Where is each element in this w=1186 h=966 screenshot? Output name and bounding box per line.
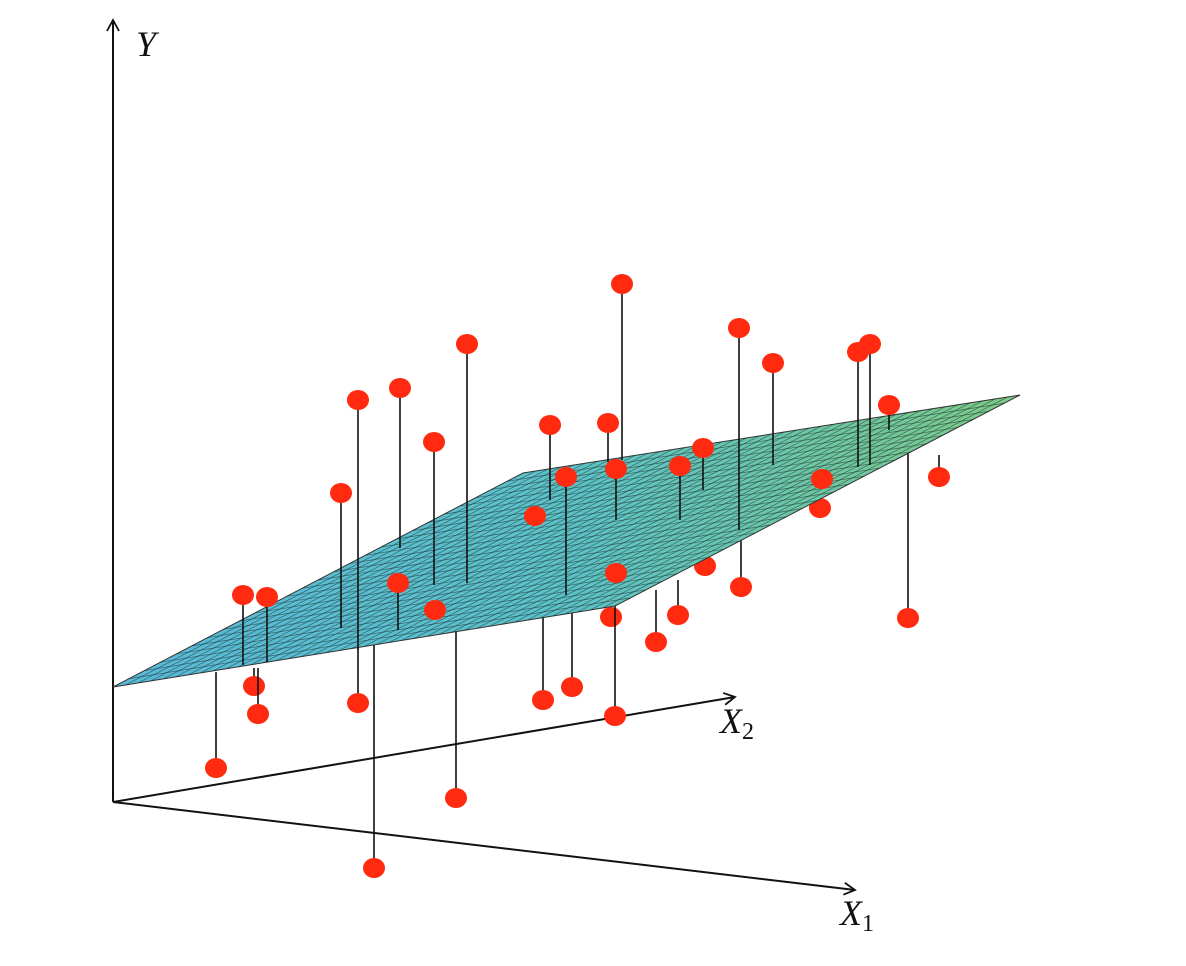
- data-point: [645, 632, 667, 652]
- mesh-line: [396, 459, 896, 540]
- data-point: [532, 690, 554, 710]
- axes: [106, 18, 857, 896]
- data-point: [555, 467, 577, 487]
- data-point: [347, 693, 369, 713]
- data-point: [247, 704, 269, 724]
- mesh-line: [475, 419, 974, 499]
- data-point: [347, 390, 369, 410]
- data-point: [878, 395, 900, 415]
- data-point: [811, 469, 833, 489]
- mesh-line: [270, 524, 771, 606]
- x2-axis: [112, 692, 737, 803]
- data-point: [728, 318, 750, 338]
- x1-letter: X: [838, 893, 864, 933]
- data-point: [604, 706, 626, 726]
- mesh-line: [128, 597, 631, 680]
- data-point: [897, 608, 919, 628]
- mesh-line: [349, 483, 849, 564]
- data-point: [561, 677, 583, 697]
- data-point: [928, 467, 950, 487]
- data-point: [256, 587, 278, 607]
- mesh-line: [365, 475, 865, 556]
- data-point: [605, 563, 627, 583]
- data-point: [692, 438, 714, 458]
- data-point: [205, 758, 227, 778]
- data-point: [389, 378, 411, 398]
- points-below: [205, 450, 950, 878]
- data-point: [667, 605, 689, 625]
- x2-subscript: 2: [742, 719, 754, 745]
- data-point: [243, 676, 265, 696]
- mesh-line: [333, 492, 834, 573]
- data-point: [669, 456, 691, 476]
- x1-label: X1: [838, 893, 874, 937]
- mesh-line: [144, 589, 647, 671]
- mesh-line: [286, 516, 787, 597]
- mesh-line: [254, 532, 756, 614]
- data-point: [605, 459, 627, 479]
- mesh-line: [507, 402, 1005, 482]
- mesh-line: [239, 540, 740, 622]
- data-point: [232, 585, 254, 605]
- x2-letter: X: [718, 701, 744, 741]
- data-point: [363, 858, 385, 878]
- data-point: [730, 577, 752, 597]
- x1-subscript: 1: [862, 911, 874, 937]
- data-point: [524, 506, 546, 526]
- data-point: [424, 600, 446, 620]
- data-point: [859, 334, 881, 354]
- mesh-line: [444, 435, 943, 515]
- mesh-line: [302, 508, 802, 589]
- data-point: [387, 573, 409, 593]
- mesh-line: [160, 581, 662, 663]
- mesh-line: [381, 467, 880, 548]
- data-point: [456, 334, 478, 354]
- mesh-line: [317, 500, 818, 581]
- data-point: [611, 274, 633, 294]
- points-above: [232, 274, 900, 665]
- mesh-line: [223, 548, 725, 630]
- data-point: [330, 483, 352, 503]
- x2-label: X2: [718, 701, 754, 745]
- data-point: [597, 413, 619, 433]
- y-label: Y: [136, 24, 160, 64]
- data-point: [809, 498, 831, 518]
- data-point: [423, 432, 445, 452]
- mesh-line: [428, 443, 927, 523]
- mesh-line: [459, 427, 958, 507]
- data-point: [762, 353, 784, 373]
- x1-axis: [112, 801, 857, 896]
- data-point: [600, 607, 622, 627]
- data-point: [445, 788, 467, 808]
- data-point: [539, 415, 561, 435]
- mesh-line: [412, 451, 912, 531]
